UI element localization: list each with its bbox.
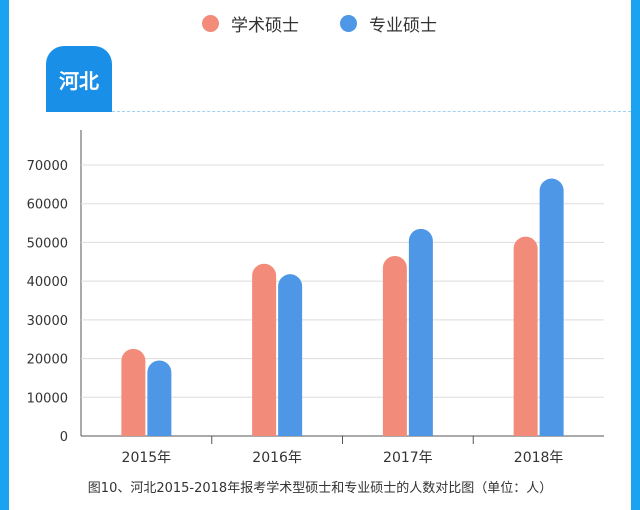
- legend-label-academic: 学术硕士: [231, 15, 299, 36]
- y-tick-label: 20000: [27, 353, 68, 368]
- left-frame-border: [0, 0, 9, 510]
- bar-professional: [408, 228, 433, 436]
- region-tab: 河北: [46, 46, 112, 112]
- bar-professional: [539, 178, 564, 436]
- legend-label-professional: 专业硕士: [369, 15, 437, 36]
- y-tick-label: 10000: [27, 391, 68, 406]
- legend-swatch-professional: [340, 14, 357, 32]
- chart-caption: 图10、河北2015-2018年报考学术型硕士和专业硕士的人数对比图（单位：人）: [87, 481, 553, 496]
- bar-academic: [513, 236, 538, 436]
- y-tick-label: 0: [60, 430, 68, 445]
- bar-academic: [252, 263, 277, 436]
- bar-academic: [121, 348, 146, 436]
- legend-item-professional: 专业硕士: [340, 10, 437, 36]
- legend-swatch-academic: [202, 14, 219, 32]
- bar-professional: [147, 360, 172, 436]
- y-tick-label: 30000: [27, 314, 68, 329]
- legend-item-academic: 学术硕士: [202, 10, 299, 36]
- legend: 学术硕士 专业硕士: [0, 10, 640, 36]
- header-divider: [112, 111, 631, 112]
- x-tick-label: 2018年: [514, 450, 564, 466]
- y-tick-label: 70000: [27, 159, 68, 174]
- x-tick-label: 2017年: [383, 450, 433, 466]
- x-tick-label: 2015年: [122, 450, 172, 466]
- bar-professional: [278, 274, 303, 436]
- y-tick-label: 60000: [27, 198, 68, 213]
- right-frame-border: [631, 0, 640, 510]
- bar-academic: [382, 255, 407, 436]
- x-tick-label: 2016年: [252, 450, 302, 466]
- y-tick-label: 50000: [27, 236, 68, 251]
- y-tick-label: 40000: [27, 275, 68, 290]
